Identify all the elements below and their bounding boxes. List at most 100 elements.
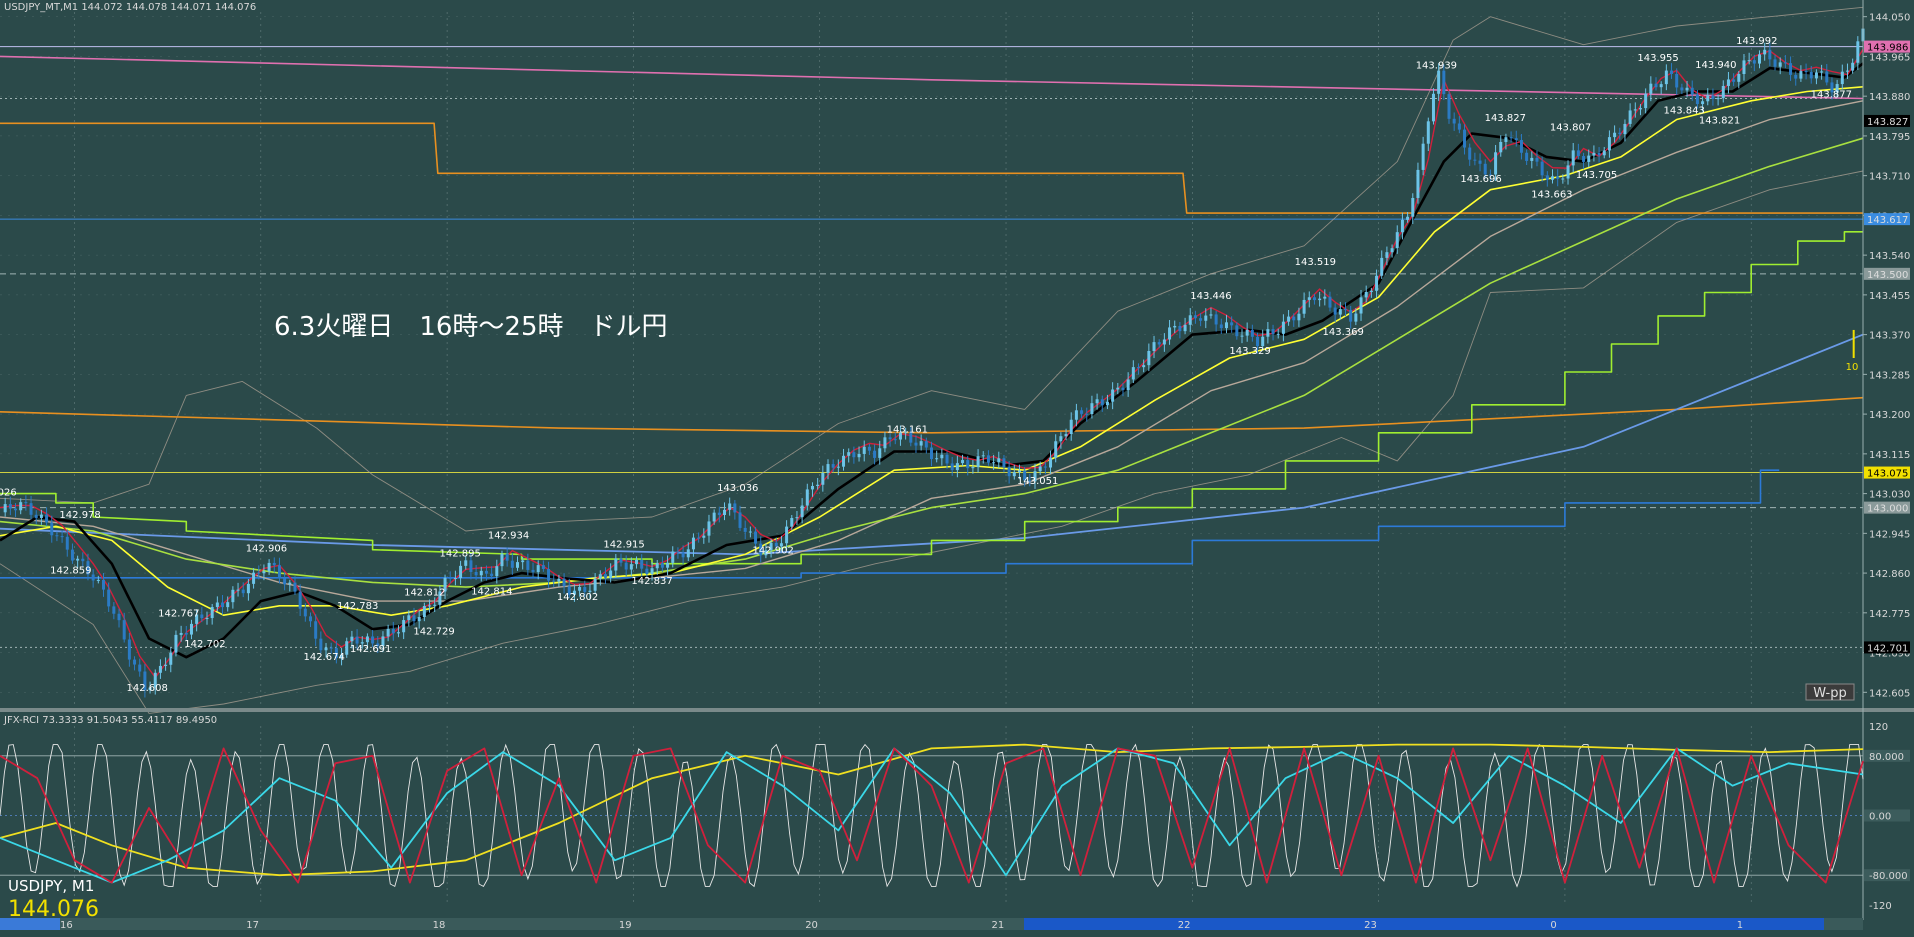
candle-body xyxy=(1768,49,1772,60)
time-axis xyxy=(0,918,1863,930)
candle-body xyxy=(500,553,504,567)
candle-body xyxy=(1758,54,1761,64)
price-annotation: 143.705 xyxy=(1576,170,1617,181)
candle-body xyxy=(1224,322,1228,329)
candle-body xyxy=(1219,324,1223,329)
candle-body xyxy=(438,591,442,605)
candle-body xyxy=(117,613,121,621)
price-tick-label: 143.370 xyxy=(1869,331,1910,342)
candle-body xyxy=(810,485,814,490)
candle-body xyxy=(324,647,328,651)
candle-body xyxy=(122,620,126,640)
candle-body xyxy=(1830,82,1834,93)
price-annotation: 142.915 xyxy=(603,539,644,550)
candle-body xyxy=(360,642,364,644)
candle-body xyxy=(1038,466,1042,472)
candle-body xyxy=(1794,74,1798,79)
candle-body xyxy=(1199,318,1203,321)
time-label: 18 xyxy=(433,920,446,931)
candle-body xyxy=(976,456,980,468)
rci-tick-label: 0.00 xyxy=(1869,812,1891,823)
candle-body xyxy=(1483,163,1487,175)
price-tick-label: 142.860 xyxy=(1869,569,1910,580)
candle-body xyxy=(1338,309,1342,315)
price-tag-box xyxy=(1864,501,1910,514)
candle-body xyxy=(645,568,649,574)
orange-curve-line xyxy=(0,396,1864,434)
candle-body xyxy=(1773,59,1777,67)
candle-body xyxy=(1799,71,1803,79)
candle-body xyxy=(598,574,602,579)
price-annotation: 143.939 xyxy=(1416,61,1457,72)
candle-body xyxy=(1592,152,1596,156)
price-annotation: 143.940 xyxy=(1695,60,1736,71)
candle-body xyxy=(1002,458,1006,468)
candle-body xyxy=(1193,315,1197,319)
candle-body xyxy=(510,560,514,568)
candle-body xyxy=(29,503,33,515)
candle-body xyxy=(1168,327,1172,340)
candle-body xyxy=(412,615,416,622)
candle-body xyxy=(857,453,861,458)
candle-body xyxy=(70,549,74,561)
candle-body xyxy=(1017,470,1021,473)
candle-body xyxy=(738,512,742,528)
candle-body xyxy=(484,570,488,574)
price-tag-box xyxy=(1864,114,1910,127)
time-label: 0 xyxy=(1550,920,1556,931)
price-annotation: 142.934 xyxy=(488,530,529,541)
candle-body xyxy=(697,537,701,539)
candle-body xyxy=(826,464,830,473)
candle-body xyxy=(609,570,613,578)
candle-body xyxy=(1442,70,1446,95)
candle-body xyxy=(1571,150,1575,166)
candle-body xyxy=(909,432,913,443)
candle-body xyxy=(1095,399,1099,404)
price-annotation: 142.729 xyxy=(413,626,454,637)
candle-body xyxy=(1778,62,1782,67)
candle-body xyxy=(272,562,276,566)
candle-body xyxy=(283,578,287,585)
candle-body xyxy=(1323,296,1327,299)
price-annotation: 143.329 xyxy=(1229,346,1270,357)
price-tick-label: 142.945 xyxy=(1869,529,1910,540)
candle-body xyxy=(1261,336,1265,347)
candle-body xyxy=(1162,339,1166,345)
candle-body xyxy=(883,437,887,449)
candle-body xyxy=(867,446,871,451)
time-label: 19 xyxy=(619,920,632,931)
price-annotation: 142.767 xyxy=(158,609,199,620)
price-annotation: 142.902 xyxy=(752,545,793,556)
candle-body xyxy=(1545,175,1549,180)
candle-body xyxy=(127,639,131,660)
candle-body xyxy=(1576,150,1580,157)
candle-body xyxy=(112,606,116,614)
candle-body xyxy=(231,589,235,603)
candle-body xyxy=(1597,152,1601,156)
rci-series-line xyxy=(0,747,1864,884)
price-tick-label: 144.050 xyxy=(1869,13,1910,24)
price-tag-label: 143.617 xyxy=(1867,215,1908,226)
candle-body xyxy=(1271,329,1275,334)
candle-body xyxy=(1173,325,1177,328)
panel-separator[interactable] xyxy=(0,708,1914,712)
candle-body xyxy=(1706,95,1710,102)
wpp-button[interactable]: W-pp xyxy=(1805,683,1855,701)
candle-body xyxy=(759,543,763,556)
price-annotation: 143.161 xyxy=(887,424,928,435)
tan-ma-line xyxy=(0,100,1864,602)
candle-body xyxy=(138,664,142,672)
candle-body xyxy=(91,574,95,581)
price-annotation: 143.877 xyxy=(1811,90,1852,101)
candle-body xyxy=(1514,138,1518,141)
candle-body xyxy=(862,446,866,454)
candle-body xyxy=(1431,93,1435,122)
candle-body xyxy=(24,502,28,504)
candle-body xyxy=(588,590,592,592)
candle-body xyxy=(1318,298,1322,301)
candle-body xyxy=(1675,73,1679,88)
candle-body xyxy=(1100,399,1104,406)
candle-body xyxy=(986,455,990,463)
price-annotation: 143.992 xyxy=(1736,36,1777,47)
